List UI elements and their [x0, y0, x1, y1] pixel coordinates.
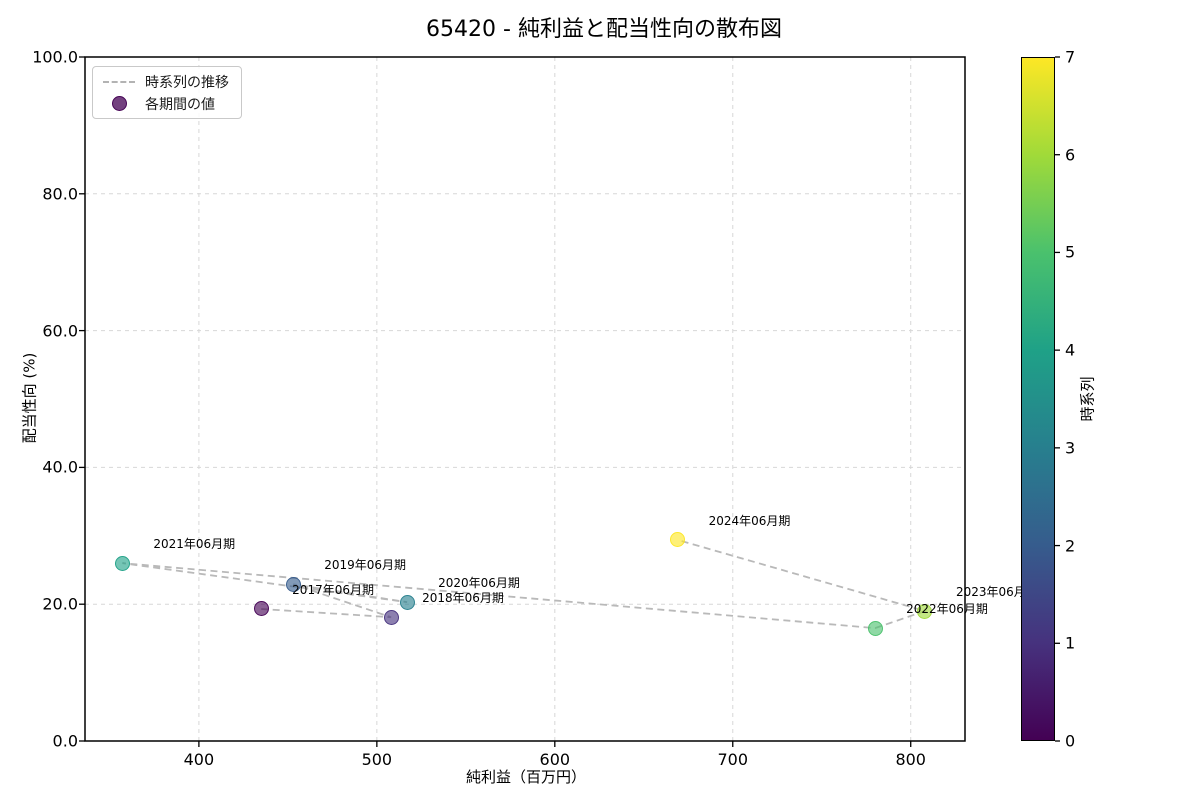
scatter-point-2020年06月期: [399, 594, 415, 610]
legend: 時系列の推移 各期間の値: [92, 66, 242, 119]
marker-sample: [111, 96, 127, 111]
point-annotation: 2019年06月期: [324, 558, 407, 573]
legend-swatch: [102, 80, 136, 83]
dashed-line-sample: [103, 80, 135, 83]
y-tick-label: 100.0: [32, 47, 78, 67]
x-axis-label: 純利益（百万円）: [465, 768, 587, 786]
legend-entry-line: 時系列の推移: [102, 72, 229, 91]
point-annotation: 2022年06月期: [906, 602, 988, 617]
scatter-point-2024年06月期: [670, 532, 686, 548]
x-tick-label: 700: [717, 750, 749, 769]
scatter-point-2023年06月期: [917, 603, 933, 619]
point-annotation: 2020年06月期: [438, 576, 520, 591]
legend-label-line: 時系列の推移: [145, 74, 229, 91]
colorbar-tick-label: 4: [1065, 340, 1076, 360]
point-annotation: 2018年06月期: [422, 591, 504, 606]
scatter-point-2022年06月期: [867, 620, 883, 636]
colorbar-tick-label: 5: [1065, 242, 1076, 262]
scatter-point-2021年06月期: [114, 555, 130, 571]
colorbar-tick-label: 7: [1065, 47, 1076, 67]
colorbar-tick-label: 3: [1065, 438, 1076, 458]
y-tick-label: 40.0: [42, 457, 78, 477]
point-annotation: 2024年06月期: [708, 513, 791, 528]
x-tick-label: 500: [361, 750, 393, 769]
y-tick-label: 60.0: [42, 321, 78, 341]
colorbar: [1021, 57, 1055, 741]
legend-label-marker: 各期間の値: [145, 96, 215, 113]
x-tick-label: 600: [539, 750, 571, 769]
point-annotation: 2023年06月期: [955, 585, 1038, 600]
colorbar-tick-label: 1: [1065, 633, 1076, 653]
y-tick-label: 20.0: [42, 594, 78, 614]
point-annotation: 2017年06月期: [292, 582, 374, 597]
x-tick-label: 800: [895, 750, 926, 769]
point-annotation: 2021年06月期: [153, 537, 236, 552]
chart-title: 65420 - 純利益と配当性向の散布図: [426, 17, 782, 42]
scatter-point-2019年06月期: [285, 576, 301, 592]
y-tick-label: 80.0: [42, 184, 78, 204]
colorbar-tick-label: 2: [1065, 536, 1076, 556]
y-tick-label: 0.0: [52, 731, 78, 751]
colorbar-tick-label: 0: [1065, 731, 1076, 751]
x-tick-label: 400: [183, 750, 215, 769]
colorbar-label: 時系列: [1078, 376, 1097, 422]
scatter-point-2018年06月期: [383, 609, 399, 625]
scatter-point-2017年06月期: [253, 601, 269, 617]
legend-entry-marker: 各期間の値: [102, 94, 229, 113]
legend-swatch: [102, 96, 136, 111]
colorbar-tick-label: 6: [1065, 145, 1076, 165]
